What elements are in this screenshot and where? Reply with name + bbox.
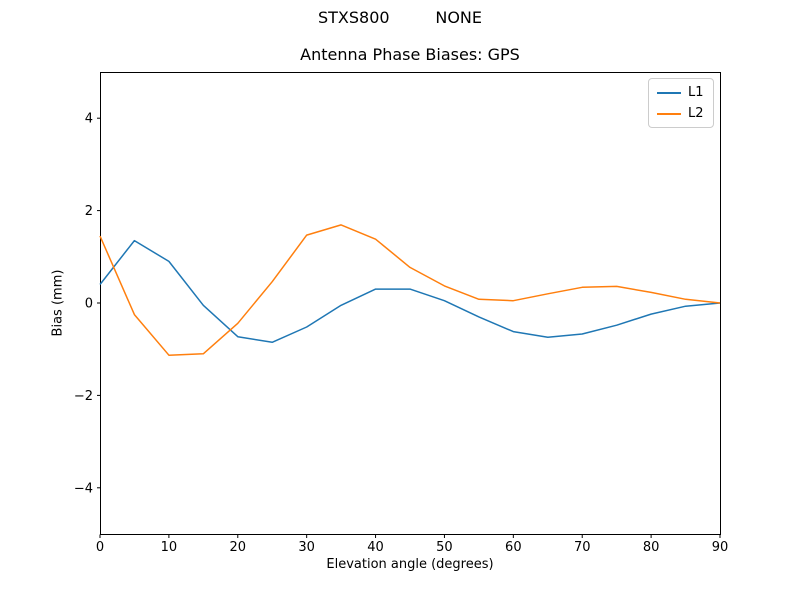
legend-item-l1: L1 <box>657 86 705 99</box>
legend-item-l2: L2 <box>657 107 705 120</box>
x-tick-label: 30 <box>298 540 315 555</box>
legend-line-swatch <box>657 112 681 115</box>
legend-label: L2 <box>688 106 704 121</box>
y-tick-label: −4 <box>74 481 93 496</box>
series-line-l1 <box>99 239 721 344</box>
y-axis-label: Bias (mm) <box>50 269 66 337</box>
x-tick-label: 80 <box>643 540 660 555</box>
y-tick-label: 4 <box>85 112 93 127</box>
x-tick-label: 40 <box>367 540 384 555</box>
x-tick-label: 70 <box>574 540 591 555</box>
x-tick-label: 20 <box>230 540 247 555</box>
figure-suptitle: STXS800 NONE <box>318 8 482 27</box>
x-tick-label: 60 <box>505 540 522 555</box>
chart-title: Antenna Phase Biases: GPS <box>300 45 520 64</box>
y-tick-label: 0 <box>85 297 93 312</box>
x-tick-label: 10 <box>161 540 178 555</box>
series-line-l2 <box>99 224 721 356</box>
axes-frame <box>100 72 721 535</box>
x-axis-label: Elevation angle (degrees) <box>326 557 494 572</box>
x-tick-label: 0 <box>96 540 104 555</box>
x-tick-label: 90 <box>712 540 729 555</box>
y-tick-label: 2 <box>85 204 93 219</box>
legend-label: L1 <box>688 85 704 100</box>
y-tick-label: −2 <box>74 389 93 404</box>
legend: L1 L2 <box>648 78 714 128</box>
legend-line-swatch <box>657 91 681 94</box>
x-tick-label: 50 <box>436 540 453 555</box>
